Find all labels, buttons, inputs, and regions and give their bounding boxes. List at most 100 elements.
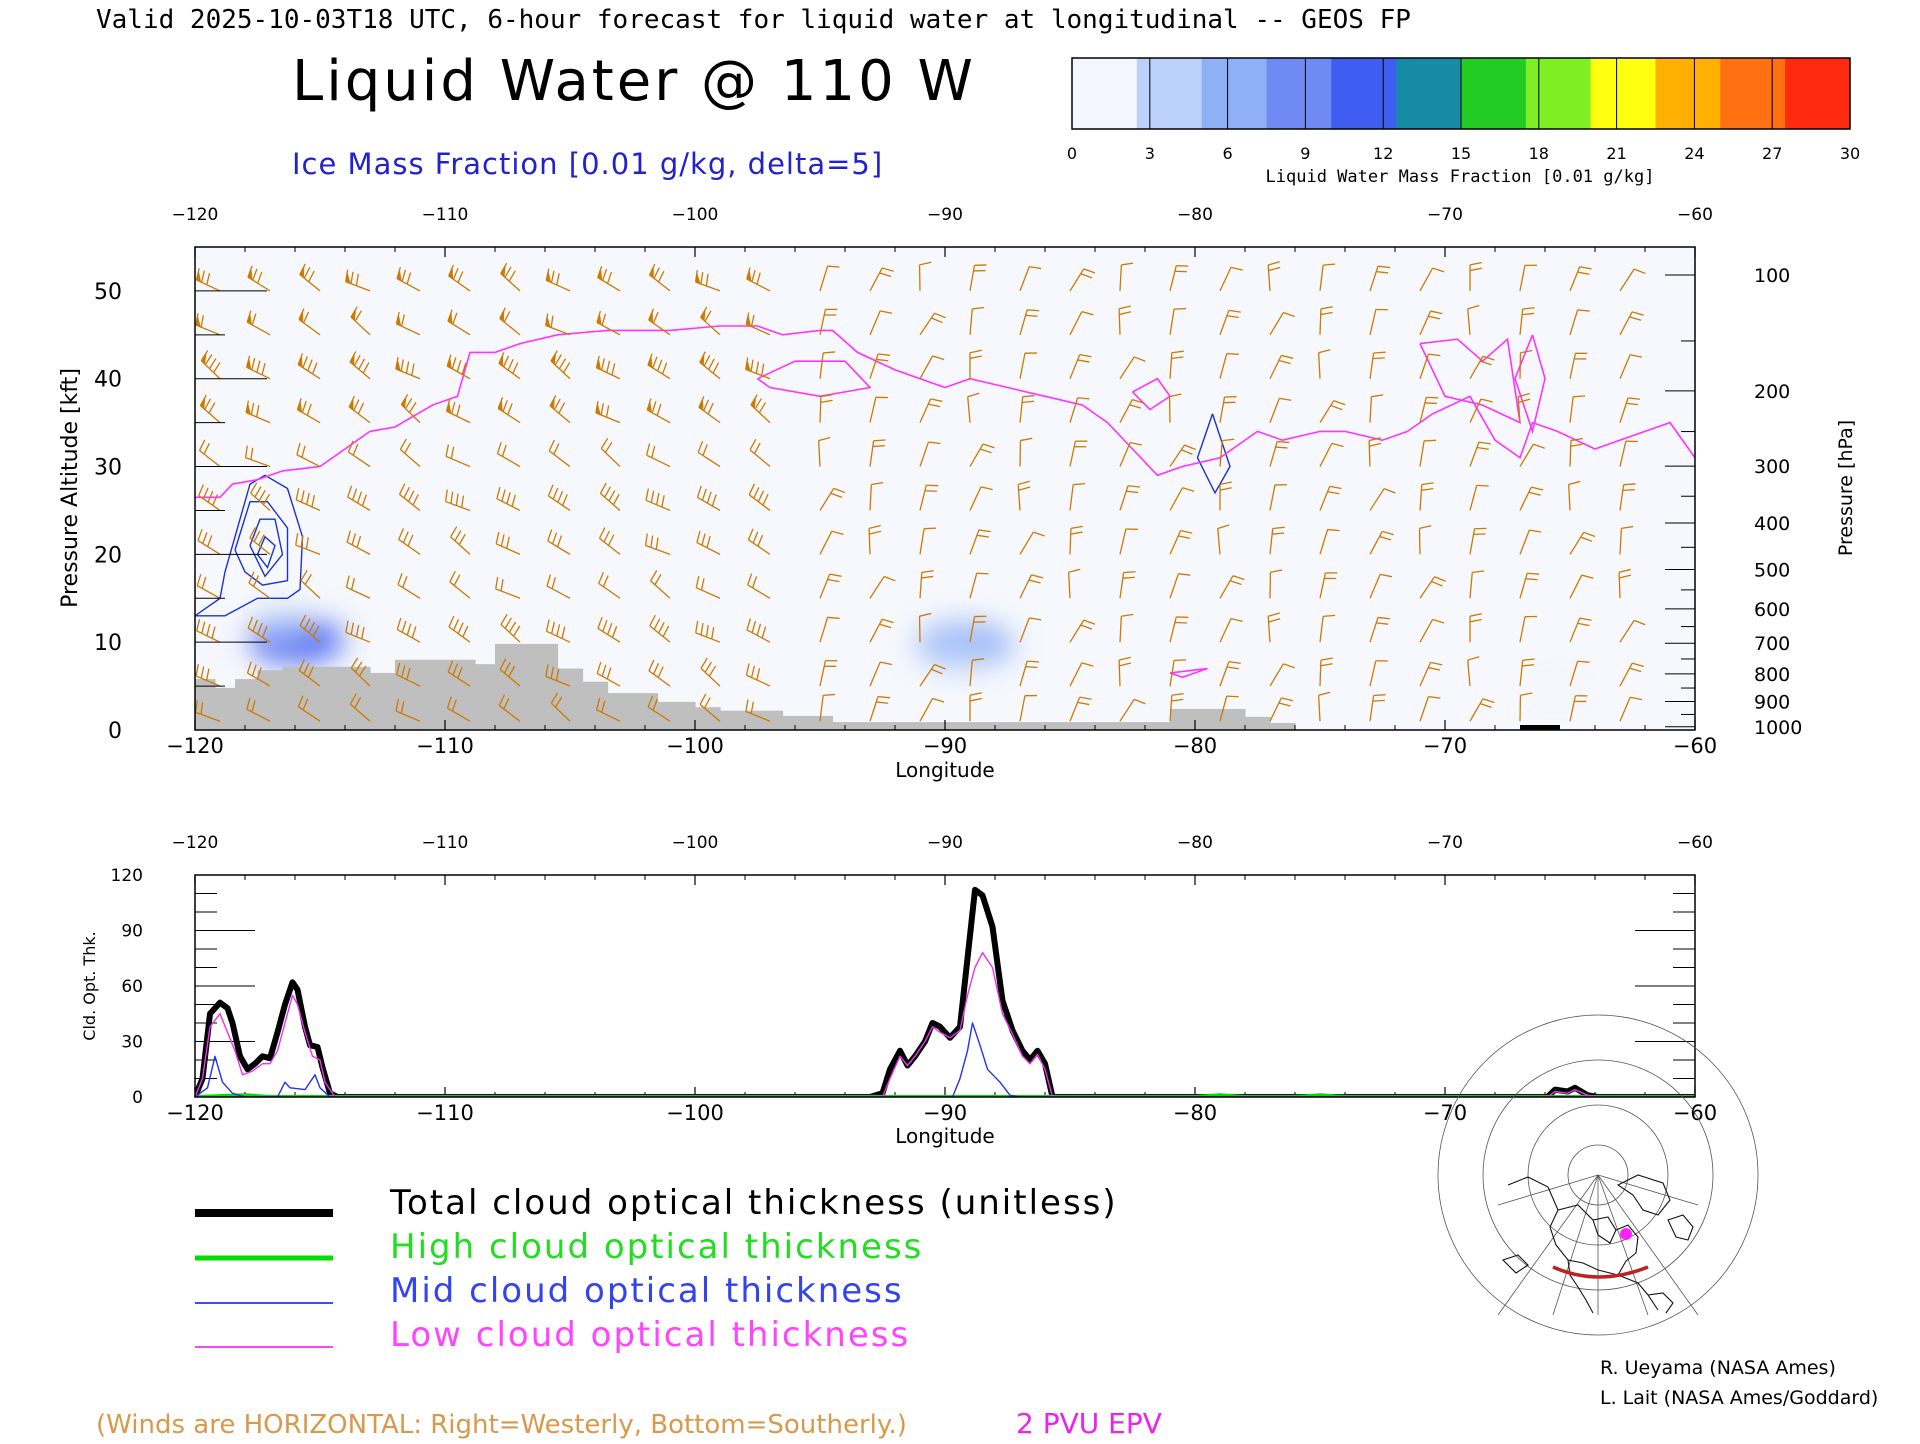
epv-label: 2 PVU EPV bbox=[1016, 1407, 1162, 1440]
x-tick-label: −120 bbox=[166, 734, 224, 758]
terrain-step bbox=[370, 673, 396, 730]
bottom-x-tick-label: −120 bbox=[166, 1101, 224, 1125]
pressure-tick-label: 400 bbox=[1754, 513, 1790, 535]
y2-axis-label: Pressure [hPa] bbox=[1835, 420, 1857, 556]
terrain-step bbox=[258, 670, 284, 730]
colorbar-cell bbox=[1720, 58, 1785, 129]
colorbar-tick-label: 6 bbox=[1223, 144, 1233, 163]
bottom-x-tick-label: −70 bbox=[1423, 1101, 1467, 1125]
x-top-tick-label: −110 bbox=[422, 205, 469, 225]
bottom-x-tick-label: −90 bbox=[923, 1101, 967, 1125]
bottom-x-tick-label: −100 bbox=[666, 1101, 724, 1125]
figure-title: Liquid Water @ 110 W bbox=[292, 49, 976, 114]
pressure-tick-label: 500 bbox=[1754, 559, 1790, 581]
bottom-y-tick-label: 90 bbox=[121, 922, 143, 942]
colorbar-tick-label: 27 bbox=[1762, 144, 1782, 163]
colorbar-tick-label: 12 bbox=[1373, 144, 1393, 163]
terrain-step bbox=[395, 660, 476, 730]
colorbar-tick-label: 3 bbox=[1145, 144, 1155, 163]
y-tick-label: 20 bbox=[94, 543, 122, 568]
colorbar-cell bbox=[1396, 58, 1461, 129]
bottom-x-tick-label: −110 bbox=[416, 1101, 474, 1125]
terrain-step bbox=[1270, 723, 1296, 730]
legend-mid-label: Mid cloud optical thickness bbox=[390, 1271, 904, 1311]
winds-note: (Winds are HORIZONTAL: Right=Westerly, B… bbox=[96, 1410, 907, 1440]
terrain-step bbox=[583, 682, 609, 730]
bottom-x-top-tick-label: −90 bbox=[927, 833, 963, 853]
bottom-x-top-tick-label: −70 bbox=[1427, 833, 1463, 853]
x-axis-label: Longitude bbox=[895, 758, 994, 782]
pressure-tick-label: 200 bbox=[1754, 381, 1790, 403]
legend-total-label: Total cloud optical thickness (unitless) bbox=[389, 1183, 1118, 1223]
terrain-step bbox=[658, 702, 696, 730]
bottom-x-top-tick-label: −60 bbox=[1677, 833, 1713, 853]
colorbar-cell bbox=[1526, 58, 1591, 129]
y-tick-label: 0 bbox=[108, 719, 122, 744]
y-tick-label: 10 bbox=[94, 631, 122, 656]
bottom-y-tick-label: 0 bbox=[132, 1088, 143, 1108]
x-tick-label: −110 bbox=[416, 734, 474, 758]
pressure-tick-label: 900 bbox=[1754, 692, 1790, 714]
legend-high-label: High cloud optical thickness bbox=[390, 1227, 923, 1267]
terrain-step bbox=[783, 716, 834, 730]
x-tick-label: −80 bbox=[1173, 734, 1217, 758]
terrain-step bbox=[833, 722, 1171, 730]
colorbar-tick-label: 15 bbox=[1451, 144, 1471, 163]
y-tick-label: 30 bbox=[94, 456, 122, 481]
x-tick-label: −60 bbox=[1673, 734, 1717, 758]
ice-contour-label: Ice Mass Fraction [0.01 g/kg, delta=5] bbox=[292, 147, 883, 181]
liquid-water-patch bbox=[178, 622, 238, 654]
y-tick-label: 40 bbox=[94, 368, 122, 393]
cross-section-panel: −120−120−110−110−100−100−90−90−80−80−70−… bbox=[58, 205, 1857, 782]
bottom-y-tick-label: 60 bbox=[121, 977, 143, 997]
bottom-x-top-tick-label: −80 bbox=[1177, 833, 1213, 853]
map-location-marker bbox=[1620, 1228, 1632, 1240]
pressure-tick-label: 700 bbox=[1754, 633, 1790, 655]
x-top-tick-label: −90 bbox=[927, 205, 963, 225]
bottom-x-axis-label: Longitude bbox=[895, 1124, 994, 1148]
colorbar-cell bbox=[1072, 58, 1137, 129]
terrain-step bbox=[1245, 717, 1271, 730]
colorbar-tick-label: 18 bbox=[1529, 144, 1549, 163]
bottom-x-top-tick-label: −120 bbox=[172, 833, 219, 853]
x-tick-label: −100 bbox=[666, 734, 724, 758]
colorbar-tick-label: 30 bbox=[1840, 144, 1860, 163]
terrain-step bbox=[495, 644, 558, 730]
bottom-y-axis-label: Cld. Opt. Thk. bbox=[80, 931, 99, 1040]
pressure-tick-label: 300 bbox=[1754, 456, 1790, 478]
colorbar-cell bbox=[1267, 58, 1332, 129]
liquid-water-patch bbox=[928, 639, 988, 671]
terrain-step bbox=[475, 664, 496, 730]
colorbar-tick-label: 0 bbox=[1067, 144, 1077, 163]
x-top-tick-label: −120 bbox=[172, 205, 219, 225]
colorbar-cell bbox=[1331, 58, 1396, 129]
terrain-step bbox=[195, 679, 216, 730]
legend-low-label: Low cloud optical thickness bbox=[390, 1315, 910, 1355]
x-tick-label: −90 bbox=[923, 734, 967, 758]
colorbar-cell bbox=[1785, 58, 1850, 129]
bottom-panel-background bbox=[195, 875, 1695, 1097]
x-top-tick-label: −60 bbox=[1677, 205, 1713, 225]
colorbar-cell bbox=[1461, 58, 1526, 129]
credit-line-1: R. Ueyama (NASA Ames) bbox=[1600, 1357, 1836, 1379]
colorbar-label: Liquid Water Mass Fraction [0.01 g/kg] bbox=[1266, 167, 1655, 187]
pressure-tick-label: 1000 bbox=[1754, 717, 1802, 739]
colorbar-cell bbox=[1202, 58, 1267, 129]
bottom-y-tick-label: 120 bbox=[111, 866, 143, 886]
bottom-x-tick-label: −80 bbox=[1173, 1101, 1217, 1125]
legend: Total cloud optical thickness (unitless)… bbox=[195, 1183, 1118, 1355]
credit-line-2: L. Lait (NASA Ames/Goddard) bbox=[1600, 1387, 1878, 1409]
x-top-tick-label: −80 bbox=[1177, 205, 1213, 225]
terrain-step bbox=[215, 688, 236, 730]
terrain-step bbox=[283, 667, 371, 730]
pressure-tick-label: 800 bbox=[1754, 664, 1790, 686]
x-tick-label: −70 bbox=[1423, 734, 1467, 758]
optical-thickness-panel: −120−120−110−110−100−100−90−90−80−80−70−… bbox=[80, 833, 1717, 1148]
colorbar-tick-label: 21 bbox=[1606, 144, 1626, 163]
valid-time-line: Valid 2025-10-03T18 UTC, 6-hour forecast… bbox=[96, 5, 1411, 35]
bottom-x-top-tick-label: −100 bbox=[672, 833, 719, 853]
x-top-tick-label: −70 bbox=[1427, 205, 1463, 225]
y-tick-label: 50 bbox=[94, 280, 122, 305]
